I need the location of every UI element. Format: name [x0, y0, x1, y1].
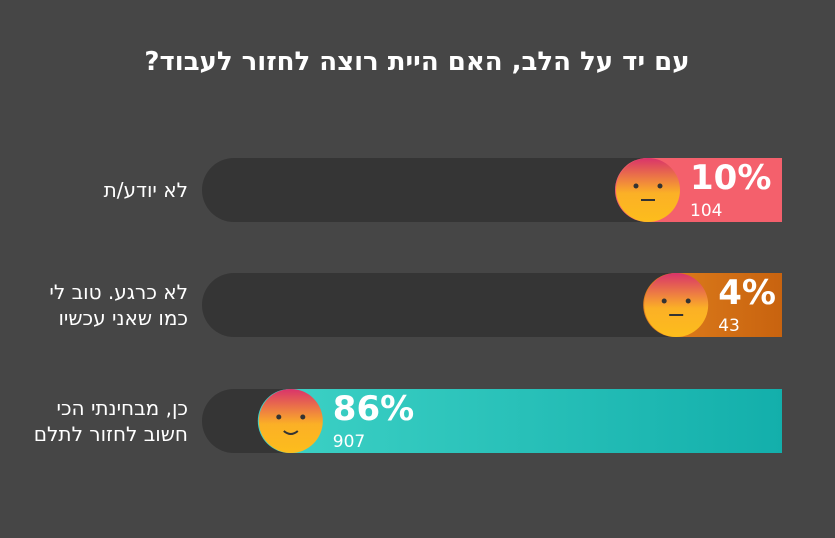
emoji: [644, 273, 709, 337]
value-label: 86%: [333, 389, 414, 429]
bar-track: [202, 273, 782, 337]
count-label: 907: [333, 432, 365, 452]
emoji: [616, 158, 680, 222]
value-label: 4%: [718, 273, 776, 313]
chart-title: עם יד על הלב, האם היית רוצה לחזור לעבוד?: [144, 47, 689, 77]
emoji-eye: [661, 298, 667, 304]
category-label: כן, מבחינתי הכי חשוב לחזור לתלם: [33, 396, 188, 446]
value-label: 10%: [690, 158, 771, 198]
emoji-eye: [657, 183, 663, 189]
count-label: 104: [690, 201, 722, 221]
emoji-eye: [685, 298, 691, 304]
bar: [257, 389, 782, 453]
emoji-eye: [300, 414, 306, 420]
emoji-eye: [633, 183, 639, 189]
emoji-eye: [276, 414, 282, 420]
category-label: לא יודע/ת: [103, 178, 188, 202]
count-label: 43: [718, 316, 740, 336]
emoji-mouth: [283, 430, 299, 435]
emoji: [258, 389, 323, 453]
category-label: לא כרגע. טוב לי כמו שאני עכשיו: [49, 280, 188, 330]
